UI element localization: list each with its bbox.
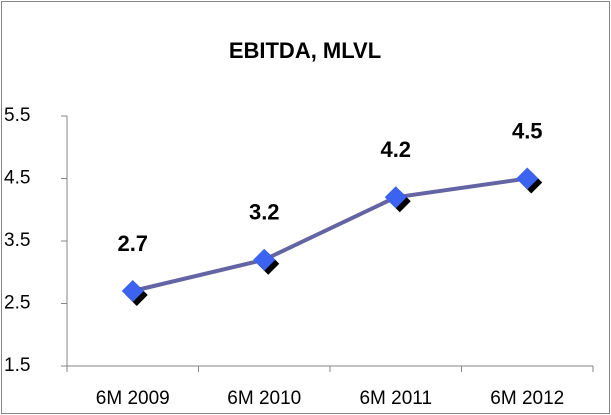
data-label: 4.5 (512, 118, 543, 143)
y-tick-label: 3.5 (4, 230, 30, 251)
y-tick-label: 2.5 (4, 293, 30, 314)
x-tick-label: 6M 2012 (490, 388, 564, 409)
marker (121, 280, 144, 302)
y-tick-label: 5.5 (4, 105, 30, 126)
data-label: 2.7 (117, 231, 148, 256)
chart-title: EBITDA, MLVL (229, 38, 381, 63)
x-tick-label: 6M 2011 (359, 388, 432, 409)
data-label: 4.2 (380, 137, 411, 162)
y-tick-label: 1.5 (4, 355, 30, 376)
marker (516, 167, 539, 190)
line (132, 176, 528, 293)
x-tick-label: 6M 2010 (227, 388, 301, 409)
x-tick-label: 6M 2009 (96, 388, 170, 409)
marker (253, 248, 276, 271)
y-tick-label: 4.5 (4, 168, 30, 189)
marker (384, 186, 407, 209)
data-label: 3.2 (249, 200, 280, 225)
